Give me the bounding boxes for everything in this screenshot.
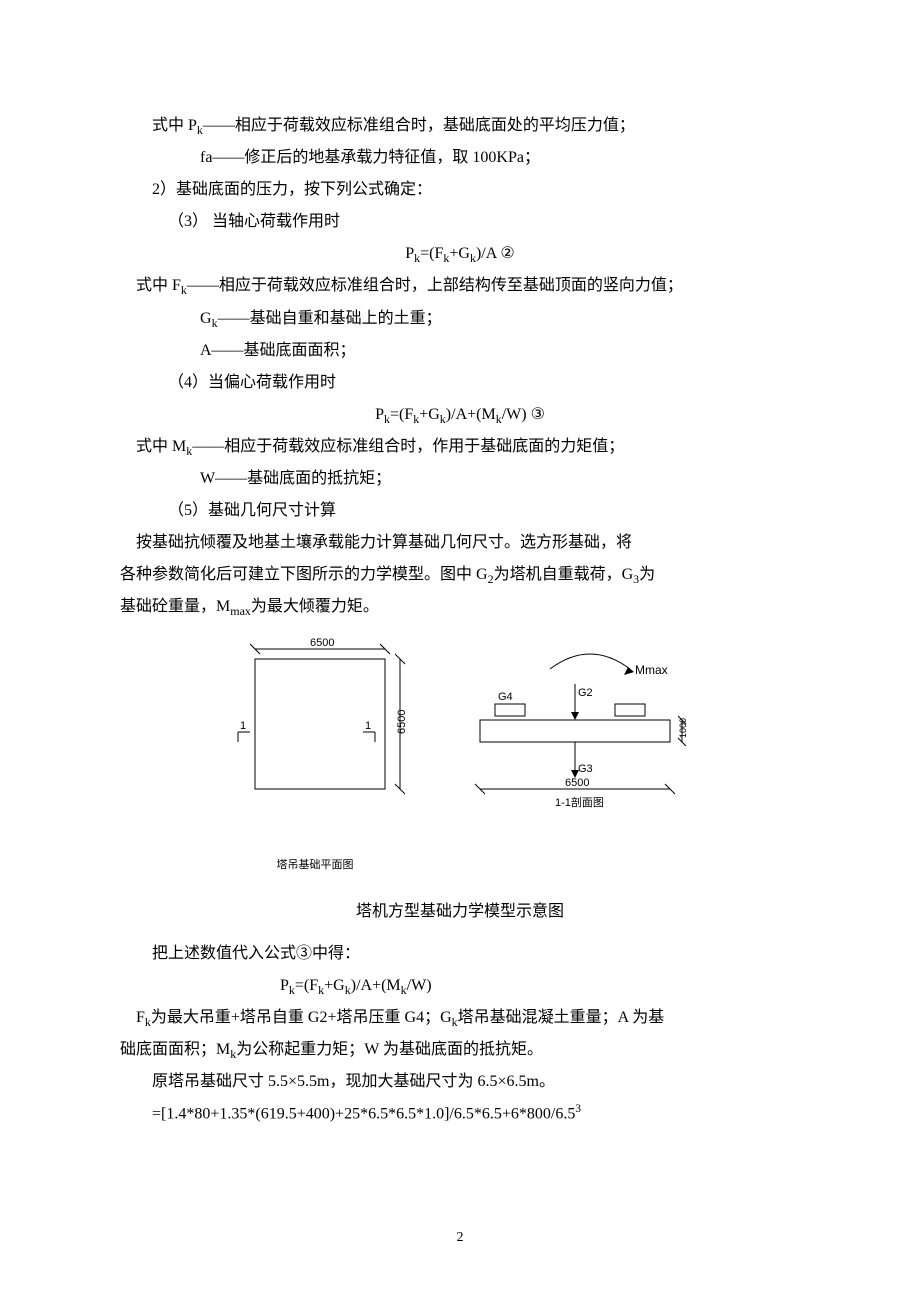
svg-text:1-1剖面图: 1-1剖面图 (555, 795, 604, 809)
txt: 式中 P (152, 117, 197, 134)
svg-text:G4: G4 (498, 691, 513, 703)
txt: +G (324, 977, 345, 994)
line-w-def: W——基础底面的抵抗矩； (120, 463, 800, 495)
txt: 为公称起重力矩；W 为基础底面的抵抗矩。 (236, 1041, 543, 1058)
txt: ——相应于荷载效应标准组合时，基础底面处的平均压力值； (203, 117, 635, 134)
txt: )/A+(M (351, 977, 401, 994)
txt: =[1.4*80+1.35*(619.5+400)+25*6.5*6.5*1.0… (152, 1105, 575, 1122)
txt: )/A ② (476, 245, 515, 262)
svg-text:G2: G2 (578, 687, 593, 699)
line-a-def: A——基础底面面积； (120, 335, 800, 367)
line-item2: 2）基础底面的压力，按下列公式确定： (120, 174, 800, 206)
txt: 为最大吊重+塔吊自重 G2+塔吊压重 G4；G (151, 1009, 452, 1026)
page-number: 2 (0, 1224, 920, 1252)
formula-3: Pk=(Fk+Gk)/A+(Mk/W) ③ (120, 399, 800, 431)
plan-view-diagram: 6500 6500 1 1 塔吊基础平面图 (210, 634, 420, 876)
txt: 式中 M (136, 438, 186, 455)
formula-2: Pk=(Fk+Gk)/A ② (120, 238, 800, 270)
diagram-area: 6500 6500 1 1 塔吊基础平面图 (120, 634, 800, 876)
txt: 础底面面积；M (120, 1041, 230, 1058)
para-vars: Fk为最大吊重+塔吊自重 G2+塔吊压重 G4；Gk塔吊基础混凝土重量；A 为基… (120, 1002, 800, 1066)
txt: 塔吊基础混凝土重量；A 为基 (458, 1009, 665, 1026)
line-item3: （3） 当轴心荷载作用时 (120, 206, 800, 238)
txt: 为最大倾覆力矩。 (251, 598, 379, 615)
txt: /W) ③ (502, 406, 545, 423)
txt: ——相应于荷载效应标准组合时，作用于基础底面的力矩值； (192, 438, 624, 455)
section-view-diagram: Mmax G4 G2 G3 (450, 634, 710, 854)
plan-caption: 塔吊基础平面图 (210, 854, 420, 876)
txt: 按基础抗倾覆及地基土壤承载能力计算基础几何尺寸。选方形基础，将 (120, 534, 632, 551)
line-fa-def: fa——修正后的地基承载力特征值，取 100KPa； (120, 142, 800, 174)
formula-4: Pk=(Fk+Gk)/A+(Mk/W) (120, 970, 800, 1002)
para-desc: 按基础抗倾覆及地基土壤承载能力计算基础几何尺寸。选方形基础，将 各种参数简化后可… (120, 527, 800, 623)
txt: P (280, 977, 289, 994)
txt: /W) (407, 977, 432, 994)
txt: 各种参数简化后可建立下图所示的力学模型。图中 G (120, 566, 488, 583)
txt: =(F (390, 406, 413, 423)
line-substitute: 把上述数值代入公式③中得： (120, 938, 800, 970)
sup-3: 3 (575, 1103, 581, 1115)
txt: 为 (639, 566, 655, 583)
line-pk-def: 式中 Pk——相应于荷载效应标准组合时，基础底面处的平均压力值； (120, 110, 800, 142)
line-calc: =[1.4*80+1.35*(619.5+400)+25*6.5*6.5*1.0… (120, 1098, 800, 1130)
txt: =(F (420, 245, 443, 262)
figure-title: 塔机方型基础力学模型示意图 (120, 896, 800, 928)
svg-text:G3: G3 (578, 763, 593, 775)
txt: +G (449, 245, 470, 262)
txt: 式中 F (136, 277, 181, 294)
txt: P (375, 406, 384, 423)
svg-text:6500: 6500 (310, 637, 334, 649)
line-item5: （5）基础几何尺寸计算 (120, 495, 800, 527)
line-mk-def: 式中 Mk——相应于荷载效应标准组合时，作用于基础底面的力矩值； (120, 431, 800, 463)
txt: G (200, 310, 212, 327)
svg-text:6500: 6500 (396, 709, 408, 733)
line-original-size: 原塔吊基础尺寸 5.5×5.5m，现加大基础尺寸为 6.5×6.5m。 (120, 1066, 800, 1098)
txt: 为塔机自重载荷，G (494, 566, 634, 583)
svg-text:1: 1 (365, 720, 371, 732)
txt: P (405, 245, 414, 262)
svg-text:6500: 6500 (565, 777, 589, 789)
txt: 基础砼重量，M (120, 598, 230, 615)
txt: )/A+(M (446, 406, 496, 423)
line-item4: （4）当偏心荷载作用时 (120, 367, 800, 399)
txt: F (120, 1009, 145, 1026)
document-page: 式中 Pk——相应于荷载效应标准组合时，基础底面处的平均压力值； fa——修正后… (0, 0, 920, 1302)
txt: ——相应于荷载效应标准组合时，上部结构传至基础顶面的竖向力值； (187, 277, 683, 294)
line-gk-def: Gk——基础自重和基础上的土重； (120, 303, 800, 335)
sub-max: max (230, 605, 251, 619)
txt: =(F (295, 977, 318, 994)
txt: ——基础自重和基础上的土重； (218, 310, 442, 327)
line-fk-def: 式中 Fk——相应于荷载效应标准组合时，上部结构传至基础顶面的竖向力值； (120, 270, 800, 302)
svg-text:1000: 1000 (678, 717, 688, 737)
svg-text:Mmax: Mmax (635, 663, 668, 677)
txt: +G (419, 406, 440, 423)
svg-text:1: 1 (240, 720, 246, 732)
